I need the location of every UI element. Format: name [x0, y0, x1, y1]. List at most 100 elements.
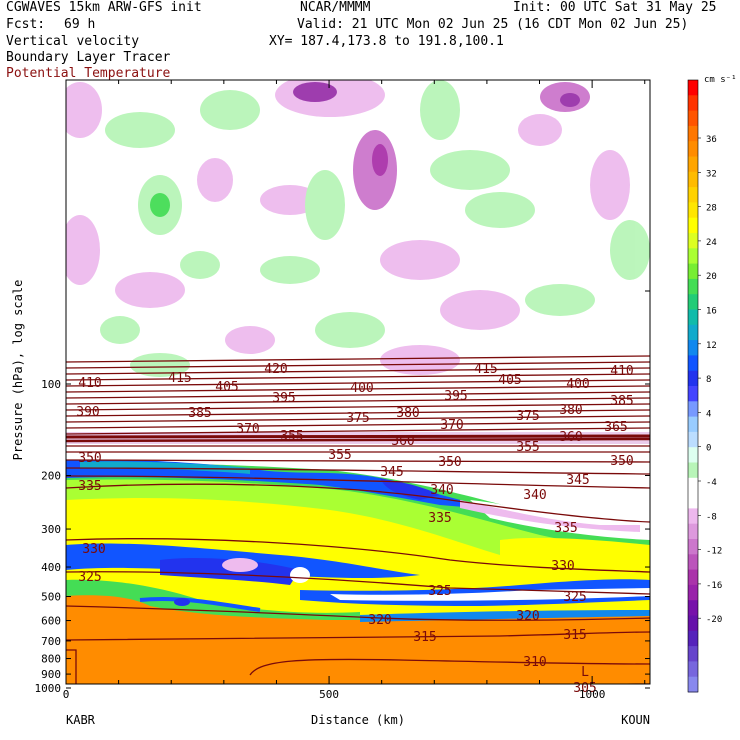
colorbar-swatch — [688, 401, 698, 418]
colorbar-swatch — [688, 309, 698, 326]
colorbar-swatch — [688, 523, 698, 540]
colorbar-label: 32 — [706, 169, 717, 179]
x-tick-label: 1000 — [579, 688, 606, 701]
theta-label: 335 — [78, 479, 101, 494]
colorbar-swatch — [688, 187, 698, 203]
colorbar-swatch — [688, 217, 698, 234]
colorbar-label: 12 — [706, 341, 717, 351]
plot-frame — [65, 79, 651, 685]
theta-label: 400 — [566, 377, 589, 392]
colorbar-swatch — [688, 554, 698, 571]
theta-label: 365 — [604, 420, 627, 435]
theta-label: 420 — [264, 362, 287, 377]
theta-label: 325 — [428, 584, 451, 599]
x-axis-label: Distance (km) — [311, 713, 405, 727]
colorbar-label: 0 — [706, 444, 711, 454]
colorbar-swatch — [688, 615, 698, 632]
colorbar-swatch — [688, 248, 698, 265]
x-tick-label: 0 — [63, 688, 70, 701]
colorbar-swatch — [688, 370, 698, 387]
field-fill — [66, 80, 650, 684]
theta-label: 415 — [168, 371, 191, 386]
y-tick-label: 100 — [41, 378, 61, 391]
theta-label: 325 — [563, 590, 586, 605]
colorbar-swatch — [688, 110, 698, 127]
theta-label: 350 — [438, 455, 461, 470]
theta-label: 355 — [280, 429, 303, 444]
colorbar-swatch — [688, 171, 698, 188]
theta-contour-lines — [66, 355, 650, 684]
theta-label: 350 — [610, 454, 633, 469]
theta-label: 370 — [236, 422, 259, 437]
theta-label: 345 — [566, 473, 589, 488]
theta-label: 395 — [272, 391, 295, 406]
theta-label: 325 — [78, 570, 101, 585]
colorbar-swatch — [688, 156, 698, 173]
colorbar-swatch — [688, 278, 698, 295]
theta-label: 320 — [516, 609, 539, 624]
colorbar-label: -8 — [706, 512, 717, 522]
colorbar-swatch — [688, 569, 698, 586]
theta-label: 400 — [350, 381, 373, 396]
colorbar-label: -12 — [706, 547, 722, 557]
colorbar-swatch — [688, 294, 698, 310]
colorbar-swatch — [688, 95, 698, 112]
colorbar-label: 20 — [706, 272, 717, 282]
fcst-value: 69 h — [64, 17, 96, 32]
fcst-label: Fcst: — [6, 17, 46, 32]
left-station-label: KABR — [66, 713, 96, 727]
model-title: CGWAVES 15km ARW-GFS init — [6, 0, 202, 15]
theta-label: 360 — [559, 430, 582, 445]
colorbar-swatch — [688, 600, 698, 616]
theta-label: L — [581, 665, 589, 680]
colorbar-swatch — [688, 462, 698, 479]
theta-label: 305 — [573, 681, 596, 696]
theta-label: 405 — [215, 380, 238, 395]
y-tick-label: 300 — [41, 523, 61, 536]
theta-label: 315 — [563, 628, 586, 643]
y-tick-label: 900 — [41, 668, 61, 681]
colorbar-label: 4 — [706, 409, 711, 419]
field-vertical-velocity: Vertical velocity — [6, 34, 140, 49]
colorbar-swatch — [688, 233, 698, 249]
theta-label: 410 — [78, 376, 101, 391]
colorbar-swatch — [688, 508, 698, 525]
y-axis-label: Pressure (hPa), log scale — [11, 280, 25, 461]
theta-label: 360 — [391, 434, 414, 449]
org-label: NCAR/MMMM — [300, 0, 371, 15]
theta-label: 320 — [368, 613, 391, 628]
colorbar-label: 8 — [706, 375, 711, 385]
colorbar-swatch — [688, 141, 698, 157]
xy-coords: XY= 187.4,173.8 to 191.8,100.1 — [269, 34, 504, 49]
colorbar-label: 24 — [706, 238, 717, 248]
theta-label: 385 — [188, 406, 211, 421]
colorbar-swatch — [688, 125, 698, 142]
y-tick-label: 800 — [41, 653, 61, 666]
theta-label: 340 — [523, 488, 546, 503]
theta-label: 350 — [78, 451, 101, 466]
y-tick-label: 700 — [41, 635, 61, 648]
valid-time: Valid: 21 UTC Mon 02 Jun 25 (16 CDT Mon … — [297, 17, 689, 32]
colorbar-label: 28 — [706, 204, 717, 214]
theta-label: 380 — [559, 403, 582, 418]
colorbar: 36 32 28 24 20 16 12 8 4 0 -4 -8 -12 -16 -20 — [687, 79, 722, 693]
y-tick-label: 1000 — [35, 682, 62, 695]
theta-label: 370 — [440, 418, 463, 433]
colorbar-swatch — [688, 661, 698, 678]
init-time: Init: 00 UTC Sat 31 May 25 — [513, 0, 717, 15]
colorbar-label: -20 — [706, 615, 722, 625]
field-bl-tracer: Boundary Layer Tracer — [6, 50, 171, 65]
theta-label: 415 — [474, 362, 497, 377]
field-potential-temperature: Potential Temperature — [6, 66, 171, 81]
theta-label: 345 — [380, 465, 403, 480]
y-tick-label: 200 — [41, 470, 61, 483]
theta-contour-labels: 420 415 415 410 410 405 405 400 400 395 395 390 385 3… — [76, 362, 633, 696]
colorbar-swatch — [688, 447, 698, 463]
y-tick-label: 600 — [41, 615, 61, 628]
colorbar-label: 16 — [706, 307, 717, 317]
colorbar-swatch — [688, 80, 698, 96]
colorbar-swatch — [688, 355, 698, 372]
theta-label: 405 — [498, 373, 521, 388]
